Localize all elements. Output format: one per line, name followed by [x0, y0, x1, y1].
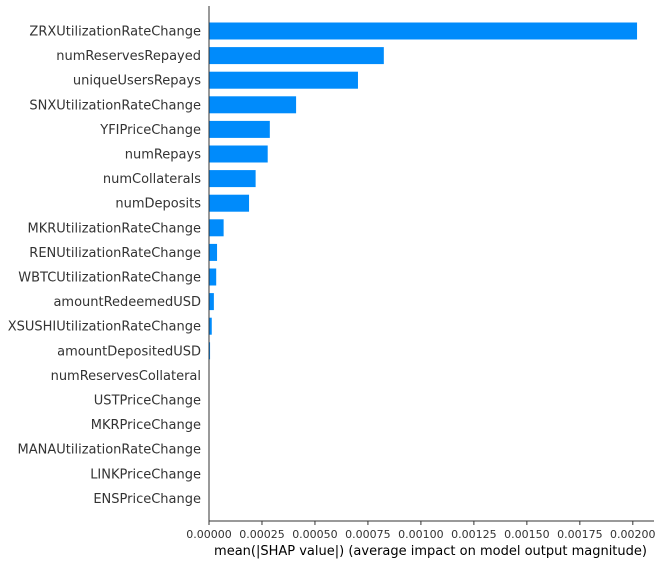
x-tick-label: 0.00175: [557, 528, 603, 541]
x-tick-label: 0.00100: [398, 528, 444, 541]
bar-YFIPriceChange: [209, 121, 270, 138]
y-tick-label: WBTCUtilizationRateChange: [18, 271, 201, 286]
y-tick-label: ENSPriceChange: [93, 492, 201, 507]
bar-numDeposits: [209, 195, 249, 212]
y-tick-label: uniqueUsersRepays: [73, 74, 201, 89]
y-tick-label: amountDepositedUSD: [57, 344, 201, 359]
x-tick-label: 0.00050: [292, 528, 338, 541]
y-tick-label: RENUtilizationRateChange: [29, 246, 201, 261]
bar-numReservesRepayed: [209, 47, 384, 64]
bar-WBTCUtilizationRateChange: [209, 269, 216, 286]
x-tick-label: 0.00000: [186, 528, 232, 541]
bar-SNXUtilizationRateChange: [209, 96, 296, 113]
bar-MKRUtilizationRateChange: [209, 219, 224, 236]
bar-numRepays: [209, 146, 268, 163]
bar-RENUtilizationRateChange: [209, 244, 217, 261]
y-tick-label: ZRXUtilizationRateChange: [29, 25, 201, 40]
y-tick-label: numReservesCollateral: [51, 369, 201, 384]
y-tick-label: numReservesRepayed: [56, 49, 201, 64]
y-tick-label: SNXUtilizationRateChange: [29, 98, 201, 113]
x-tick-label: 0.00025: [239, 528, 285, 541]
y-axis-labels: ZRXUtilizationRateChange numReservesRepay…: [8, 25, 201, 507]
x-tick-label: 0.00200: [610, 528, 656, 541]
x-axis-label: mean(|SHAP value|) (average impact on mo…: [214, 544, 647, 559]
y-tick-label: MKRPriceChange: [91, 418, 201, 433]
bar-numCollaterals: [209, 170, 256, 187]
y-tick-label: amountRedeemedUSD: [53, 295, 201, 310]
y-tick-label: numCollaterals: [103, 172, 201, 187]
x-axis-ticks: 0.00000 0.00025 0.00050 0.00075 0.00100 0.001…: [186, 521, 655, 541]
bar-uniqueUsersRepays: [209, 72, 358, 89]
y-tick-label: YFIPriceChange: [99, 123, 201, 138]
y-tick-label: numDeposits: [115, 197, 201, 212]
y-tick-label: LINKPriceChange: [90, 467, 201, 482]
y-tick-label: numRepays: [125, 148, 202, 163]
y-tick-label: USTPriceChange: [94, 394, 201, 409]
y-tick-label: MANAUtilizationRateChange: [18, 443, 201, 458]
x-tick-label: 0.00075: [345, 528, 391, 541]
y-tick-label: MKRUtilizationRateChange: [28, 221, 202, 236]
bars-layer: [209, 23, 637, 507]
x-tick-label: 0.00125: [451, 528, 497, 541]
bar-amountRedeemedUSD: [209, 293, 214, 310]
x-tick-label: 0.00150: [504, 528, 550, 541]
y-tick-label: XSUSHIUtilizationRateChange: [8, 320, 201, 335]
bar-ZRXUtilizationRateChange: [209, 23, 637, 40]
